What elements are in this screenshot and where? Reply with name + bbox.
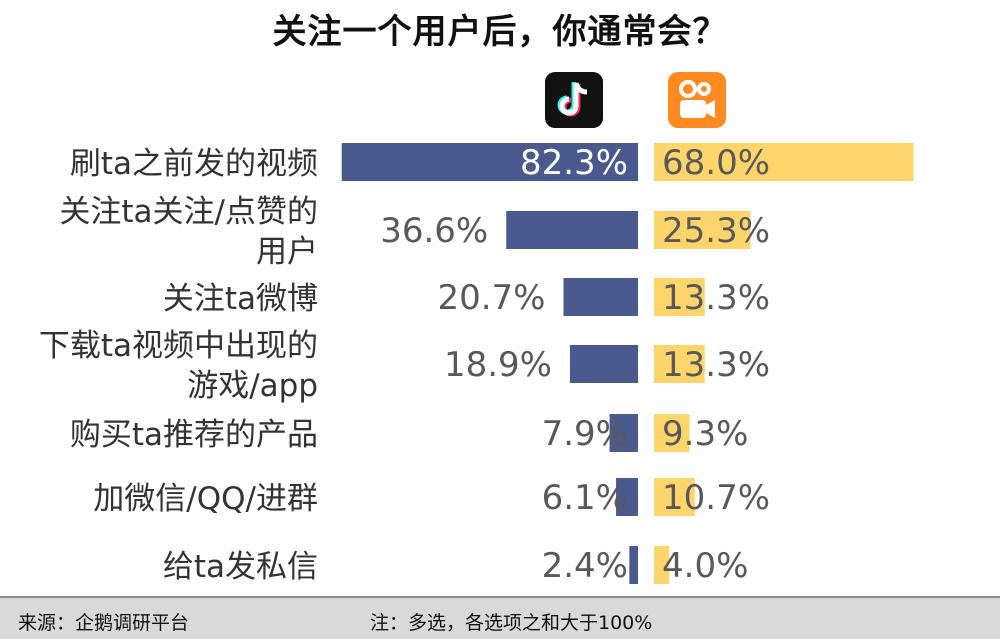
kuaishou-bar bbox=[654, 211, 751, 249]
douyin-value-label: 18.9% bbox=[444, 345, 552, 385]
douyin-bar bbox=[616, 478, 638, 516]
douyin-logo-icon bbox=[545, 72, 603, 128]
kuaishou-value-label: 25.3% bbox=[662, 211, 770, 251]
douyin-value-label: 82.3% bbox=[520, 143, 628, 183]
kuaishou-bar bbox=[654, 345, 705, 383]
douyin-value-label: 20.7% bbox=[437, 278, 545, 318]
douyin-value-label: 2.4% bbox=[542, 546, 628, 586]
category-label: 游戏/app bbox=[187, 368, 318, 404]
category-label: 加微信/QQ/进群 bbox=[93, 481, 318, 517]
kuaishou-logo-icon bbox=[668, 72, 726, 128]
kuaishou-bar bbox=[654, 278, 705, 316]
kuaishou-bar bbox=[654, 143, 914, 181]
note-text: 注：多选，各选项之和大于100% bbox=[370, 612, 653, 634]
category-label: 购买ta推荐的产品 bbox=[70, 417, 318, 453]
category-label: 给ta发私信 bbox=[163, 549, 318, 585]
douyin-value-label: 7.9% bbox=[542, 414, 628, 454]
category-label: 关注ta微博 bbox=[163, 281, 318, 317]
douyin-bar bbox=[569, 345, 638, 383]
category-label: 关注ta关注/点赞的 bbox=[59, 194, 318, 230]
douyin-bar bbox=[609, 414, 638, 452]
douyin-bar bbox=[563, 278, 638, 316]
douyin-value-label: 36.6% bbox=[380, 211, 488, 251]
kuaishou-bar bbox=[654, 546, 670, 584]
kuaishou-bar bbox=[654, 478, 695, 516]
category-label: 用户 bbox=[256, 234, 318, 270]
douyin-bar bbox=[506, 211, 638, 249]
douyin-bar bbox=[341, 143, 638, 181]
footer-bar: 来源：企鹅调研平台 注：多选，各选项之和大于100% bbox=[0, 596, 1000, 639]
source-text: 来源：企鹅调研平台 bbox=[18, 612, 190, 634]
kuaishou-value-label: 9.3% bbox=[662, 414, 748, 454]
kuaishou-value-label: 10.7% bbox=[662, 478, 770, 518]
kuaishou-value-label: 13.3% bbox=[662, 345, 770, 385]
douyin-bar bbox=[629, 546, 638, 584]
kuaishou-bar bbox=[654, 414, 690, 452]
category-label: 下载ta视频中出现的 bbox=[39, 328, 318, 364]
kuaishou-value-label: 68.0% bbox=[662, 143, 770, 183]
douyin-value-label: 6.1% bbox=[542, 478, 628, 518]
kuaishou-value-label: 13.3% bbox=[662, 278, 770, 318]
category-label: 刷ta之前发的视频 bbox=[70, 146, 318, 182]
kuaishou-value-label: 4.0% bbox=[662, 546, 748, 586]
chart-title: 关注一个用户后，你通常会？ bbox=[272, 12, 728, 52]
